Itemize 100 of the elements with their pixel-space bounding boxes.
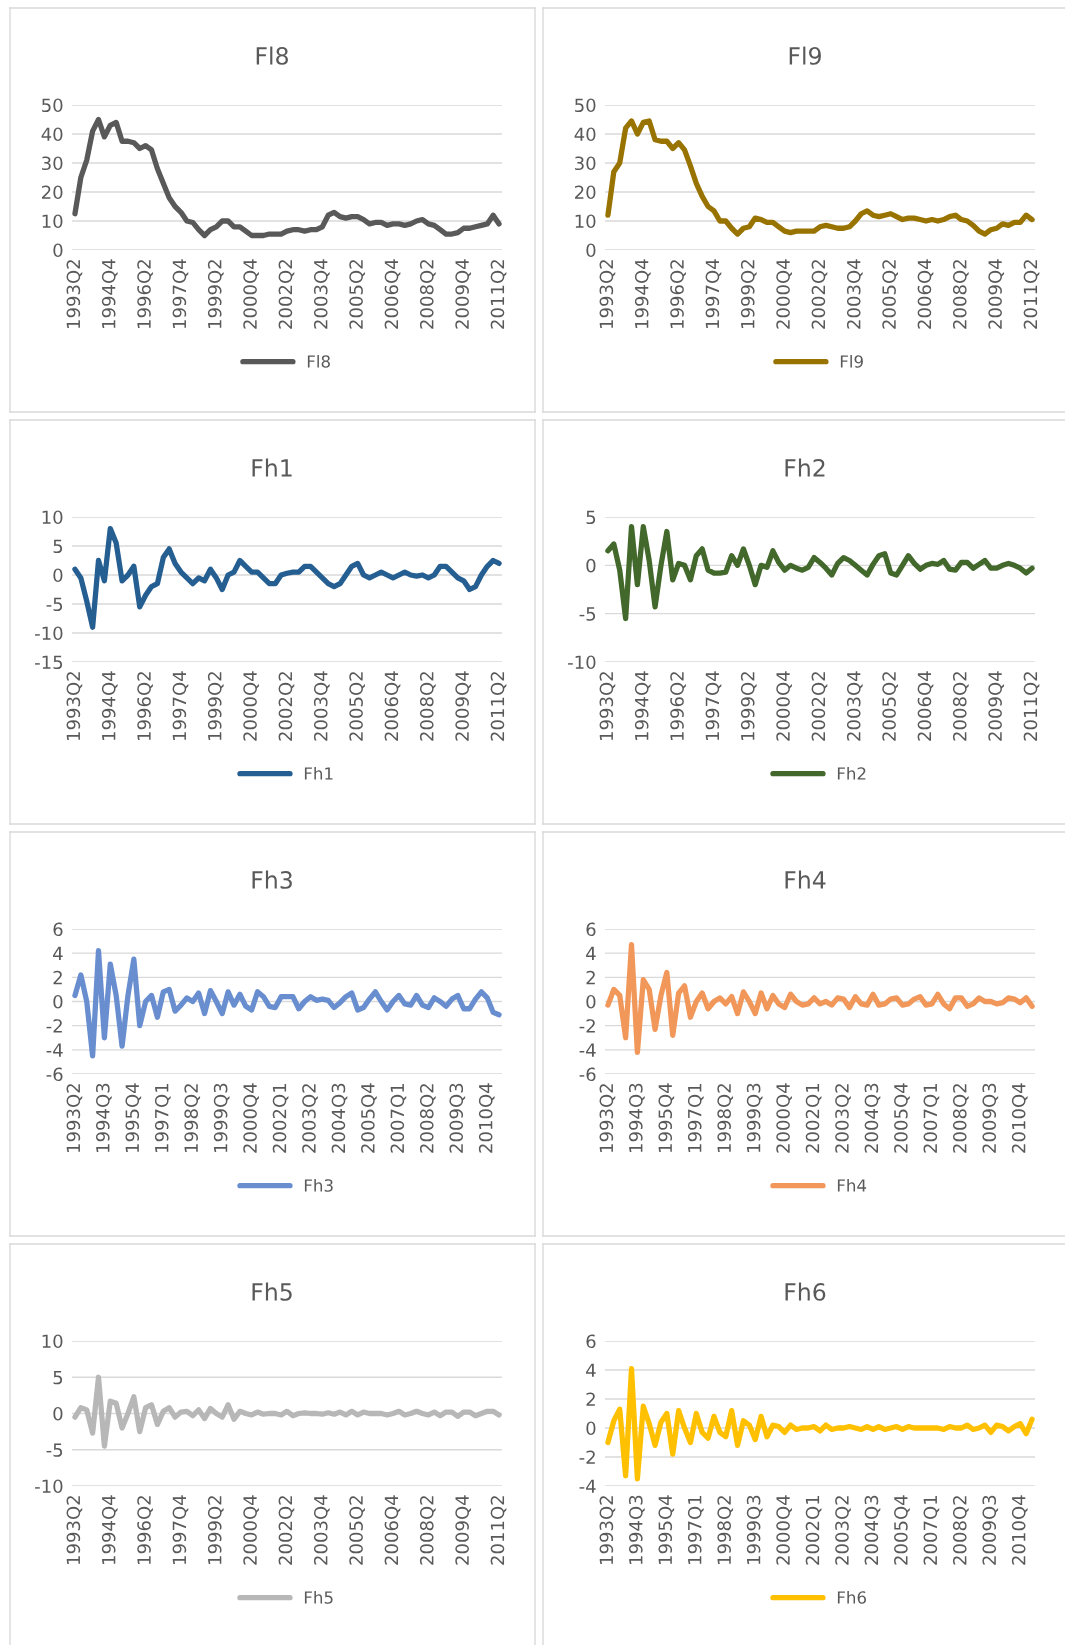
x-tick-label: 1996Q2 <box>137 1496 153 1564</box>
y-tick-label: -2 <box>579 1019 595 1033</box>
y-tick-label: 2 <box>586 970 595 985</box>
y-tick-label: -4 <box>46 1043 63 1057</box>
x-tick-label: 2006Q4 <box>384 259 401 329</box>
y-tick-label: -2 <box>579 1450 595 1464</box>
x-tick-label: 2006Q4 <box>917 671 934 741</box>
x-tick-label: 1994Q3 <box>628 1495 645 1564</box>
x-tick-label: 2008Q2 <box>419 672 436 741</box>
y-tick-label: 4 <box>53 946 63 961</box>
y-tick-label: 10 <box>42 510 63 525</box>
y-tick-label: 4 <box>586 946 596 961</box>
x-tick-label: 2009Q4 <box>455 671 472 741</box>
chart-title: Fh4 <box>785 870 826 889</box>
y-tick-label: -4 <box>579 1043 596 1057</box>
x-tick-label: 1996Q2 <box>137 260 153 328</box>
x-tick-label: 1996Q2 <box>670 260 686 328</box>
x-tick-label: 2007Q1 <box>390 1084 407 1153</box>
y-tick-label: 5 <box>53 539 63 554</box>
y-tick-label: 10 <box>575 214 596 229</box>
x-tick-label: 2003Q4 <box>313 671 330 741</box>
x-tick-label: 2004Q3 <box>864 1083 881 1153</box>
y-tick-label: 20 <box>42 185 63 200</box>
x-tick-label: 2002Q2 <box>278 672 295 741</box>
x-tick-label: 1995Q4 <box>658 1495 675 1564</box>
x-tick-label: 2003Q2 <box>835 1496 851 1565</box>
y-tick-label: 10 <box>42 1334 63 1349</box>
y-tick-label: 6 <box>53 922 63 937</box>
x-tick-label: 1998Q2 <box>184 1084 201 1152</box>
chart-title: Fl9 <box>789 46 821 65</box>
x-tick-label: 2003Q4 <box>313 259 330 329</box>
y-tick-label: 0 <box>586 1421 596 1436</box>
x-tick-label: 1994Q3 <box>628 1083 645 1152</box>
x-tick-label: 2006Q4 <box>917 259 934 329</box>
x-tick-label: 2008Q2 <box>952 672 969 741</box>
y-tick-label: 40 <box>574 127 596 142</box>
x-tick-label: 1997Q4 <box>172 259 189 328</box>
y-tick-label: -10 <box>568 655 596 670</box>
x-tick-label: 1997Q1 <box>687 1496 704 1564</box>
x-tick-label: 1999Q3 <box>213 1083 230 1152</box>
y-tick-label: 50 <box>575 98 596 113</box>
x-tick-label: 1996Q2 <box>137 672 153 740</box>
x-tick-label: 1997Q4 <box>705 671 722 740</box>
x-tick-label: 2002Q1 <box>272 1084 289 1153</box>
x-tick-label: 1994Q4 <box>101 259 118 328</box>
x-tick-label: 1997Q4 <box>172 671 189 740</box>
x-tick-label: 2000Q4 <box>776 1083 792 1153</box>
y-tick-label: 20 <box>575 185 596 200</box>
y-tick-label: -6 <box>579 1067 596 1082</box>
chart-title: Fh1 <box>252 458 292 477</box>
x-tick-label: 2000Q4 <box>243 1495 259 1565</box>
x-tick-label: 2011Q2 <box>490 1496 507 1565</box>
x-tick-label: 2009Q3 <box>449 1083 466 1153</box>
x-tick-label: 2008Q2 <box>952 1084 969 1153</box>
x-tick-label: 2008Q2 <box>419 260 436 329</box>
x-tick-label: 1998Q2 <box>717 1084 734 1152</box>
x-tick-label: 2011Q2 <box>490 260 507 329</box>
x-tick-label: 2007Q1 <box>923 1496 940 1565</box>
y-tick-label: -10 <box>35 1479 63 1494</box>
x-tick-label: 2000Q4 <box>243 259 259 329</box>
x-tick-label: 2002Q2 <box>811 672 828 741</box>
x-tick-label: 2009Q3 <box>982 1083 999 1153</box>
legend-label: Fh6 <box>837 1590 866 1604</box>
x-tick-label: 2010Q4 <box>478 1083 495 1153</box>
x-tick-label: 1993Q2 <box>66 260 83 328</box>
x-tick-label: 2005Q2 <box>349 672 365 741</box>
x-tick-label: 2004Q3 <box>864 1495 881 1565</box>
x-tick-label: 1999Q2 <box>740 672 757 740</box>
x-tick-label: 2003Q2 <box>835 1084 851 1153</box>
y-tick-label: -5 <box>46 1443 63 1457</box>
x-tick-label: 2000Q4 <box>776 671 792 741</box>
x-tick-label: 2009Q4 <box>455 259 472 329</box>
x-tick-label: 2003Q4 <box>313 1495 330 1565</box>
x-tick-label: 1997Q4 <box>172 1495 189 1564</box>
x-tick-label: 2002Q2 <box>811 260 828 329</box>
x-tick-label: 1999Q3 <box>746 1495 763 1564</box>
x-tick-label: 1993Q2 <box>66 672 83 740</box>
x-tick-label: 2009Q4 <box>455 1495 472 1565</box>
x-tick-label: 1994Q4 <box>101 671 118 740</box>
x-tick-label: 1993Q2 <box>599 672 616 740</box>
x-tick-label: 1993Q2 <box>66 1084 83 1152</box>
y-tick-label: 6 <box>586 922 596 937</box>
x-tick-label: 1997Q4 <box>705 259 722 328</box>
x-tick-label: 1997Q1 <box>687 1084 704 1152</box>
chart-title: Fh2 <box>785 458 825 477</box>
legend-label: Fl8 <box>307 354 330 368</box>
x-tick-label: 2006Q4 <box>384 1495 401 1565</box>
x-tick-label: 1999Q2 <box>207 1496 224 1564</box>
x-tick-label: 2002Q2 <box>278 1496 295 1565</box>
x-tick-label: 2009Q4 <box>988 671 1005 741</box>
y-tick-label: -5 <box>579 607 596 621</box>
x-tick-label: 1995Q4 <box>658 1083 675 1152</box>
x-tick-label: 2011Q2 <box>490 672 507 741</box>
x-tick-label: 2010Q4 <box>1011 1083 1028 1153</box>
x-tick-label: 2005Q2 <box>349 260 365 329</box>
y-tick-label: -5 <box>46 597 63 612</box>
x-tick-label: 1993Q2 <box>599 1496 616 1564</box>
x-tick-label: 2000Q4 <box>243 671 259 741</box>
y-tick-label: 0 <box>53 1406 63 1421</box>
x-tick-label: 1994Q4 <box>634 671 651 740</box>
